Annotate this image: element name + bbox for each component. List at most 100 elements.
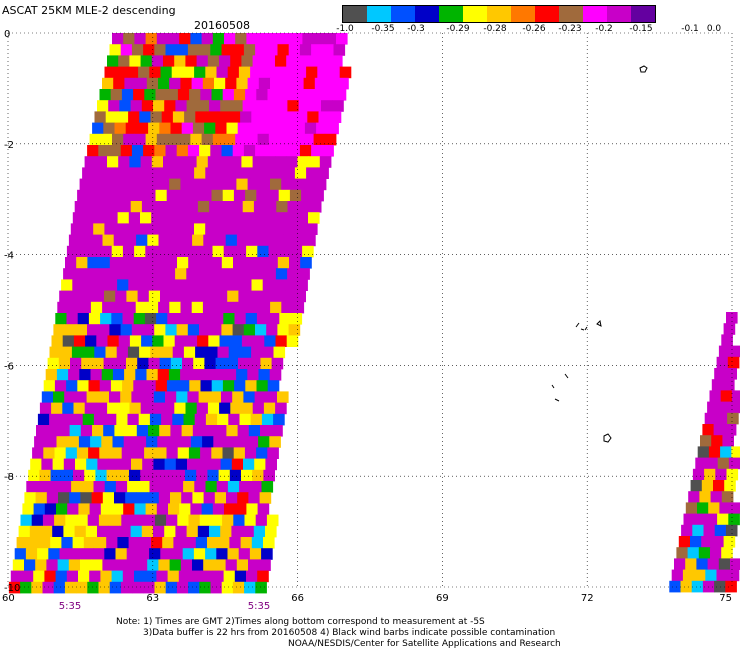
- wind-cell: [20, 514, 33, 527]
- wind-cell: [76, 447, 89, 459]
- wind-cell: [95, 402, 108, 415]
- wind-cell: [129, 335, 142, 347]
- wind-cell: [180, 369, 192, 381]
- wind-cell: [258, 77, 271, 90]
- map-date: 20160508: [194, 19, 250, 32]
- wind-cell: [189, 89, 201, 101]
- wind-cell: [283, 167, 296, 179]
- wind-cell: [180, 559, 193, 571]
- wind-cell: [236, 369, 248, 381]
- wind-cell: [303, 178, 316, 191]
- wind-cell: [225, 301, 237, 314]
- wind-cell: [87, 145, 99, 157]
- wind-cell: [178, 313, 191, 325]
- wind-cell: [107, 335, 120, 347]
- wind-cell: [78, 503, 90, 515]
- colorbar-segment: [607, 6, 631, 22]
- wind-cell: [145, 570, 157, 583]
- wind-cell: [120, 324, 133, 336]
- wind-cell: [125, 122, 138, 135]
- wind-cell: [125, 492, 137, 504]
- wind-cell: [194, 167, 206, 179]
- wind-cell: [183, 481, 195, 493]
- wind-cell: [116, 413, 128, 426]
- wind-cell: [102, 234, 115, 247]
- wind-cell: [95, 537, 107, 549]
- wind-cell: [222, 447, 235, 459]
- colorbar-segment: [631, 6, 655, 22]
- wind-cell: [253, 268, 266, 280]
- wind-cell: [158, 77, 170, 90]
- y-tick-label: -6: [4, 361, 14, 372]
- y-tick-label: -4: [4, 251, 14, 262]
- wind-cell: [143, 581, 155, 594]
- wind-cell: [179, 436, 192, 448]
- wind-cell: [676, 547, 688, 559]
- wind-cell: [174, 55, 186, 67]
- wind-cell: [91, 559, 103, 571]
- wind-cell: [132, 257, 144, 269]
- wind-cell: [53, 581, 66, 594]
- wind-cell: [267, 89, 280, 101]
- wind-cell: [141, 268, 154, 280]
- wind-cell: [191, 77, 204, 90]
- wind-cell: [76, 581, 88, 594]
- wind-cell: [130, 525, 143, 538]
- wind-cell: [135, 178, 148, 191]
- wind-cell: [212, 313, 224, 325]
- wind-cell: [99, 89, 112, 101]
- wind-cell: [210, 324, 222, 336]
- wind-cell: [188, 514, 201, 527]
- wind-cell: [309, 201, 322, 213]
- wind-cell: [160, 548, 172, 560]
- wind-cell: [124, 301, 137, 314]
- wind-cell: [164, 525, 176, 538]
- wind-cell: [119, 201, 132, 213]
- wind-cell: [84, 402, 97, 415]
- wind-cell: [104, 223, 116, 235]
- wind-cell: [179, 503, 191, 515]
- wind-cell: [296, 212, 309, 224]
- wind-cell: [142, 391, 155, 403]
- wind-cell: [134, 570, 146, 583]
- wind-cell: [214, 178, 226, 191]
- wind-cell: [67, 436, 80, 448]
- colorbar-segment: [583, 6, 607, 22]
- wind-cell: [250, 223, 262, 235]
- wind-cell: [278, 89, 291, 101]
- wind-cell: [129, 55, 141, 67]
- wind-cell: [107, 156, 119, 168]
- wind-cell: [725, 524, 738, 537]
- y-tick-label: -2: [4, 140, 14, 151]
- wind-cell: [187, 324, 200, 336]
- wind-cell: [248, 559, 260, 571]
- wind-cell: [196, 469, 208, 482]
- wind-cell: [671, 569, 684, 582]
- colorbar-label: -0.28: [483, 24, 507, 34]
- wind-cell: [234, 380, 246, 392]
- wind-cell: [146, 77, 159, 90]
- wind-cell: [117, 279, 129, 291]
- wind-cell: [75, 324, 88, 336]
- wind-cell: [129, 156, 141, 168]
- x-tick-label: 69: [436, 593, 449, 604]
- wind-cell: [220, 458, 233, 471]
- wind-cell: [238, 290, 250, 303]
- wind-cell: [201, 133, 214, 146]
- wind-cell: [228, 346, 241, 359]
- wind-cell: [83, 279, 96, 291]
- wind-cell: [247, 369, 259, 381]
- wind-cell: [290, 313, 303, 325]
- wind-cell: [178, 380, 190, 392]
- wind-cell: [729, 401, 740, 414]
- wind-cell: [30, 458, 42, 471]
- wind-cell: [59, 548, 72, 560]
- wind-cell: [188, 447, 201, 459]
- wind-cell: [162, 469, 175, 482]
- wind-cell: [92, 290, 105, 303]
- wind-cell: [284, 111, 297, 123]
- wind-cell: [246, 133, 258, 146]
- wind-cell: [154, 145, 166, 157]
- wind-cell: [80, 492, 92, 504]
- wind-cell: [299, 44, 312, 56]
